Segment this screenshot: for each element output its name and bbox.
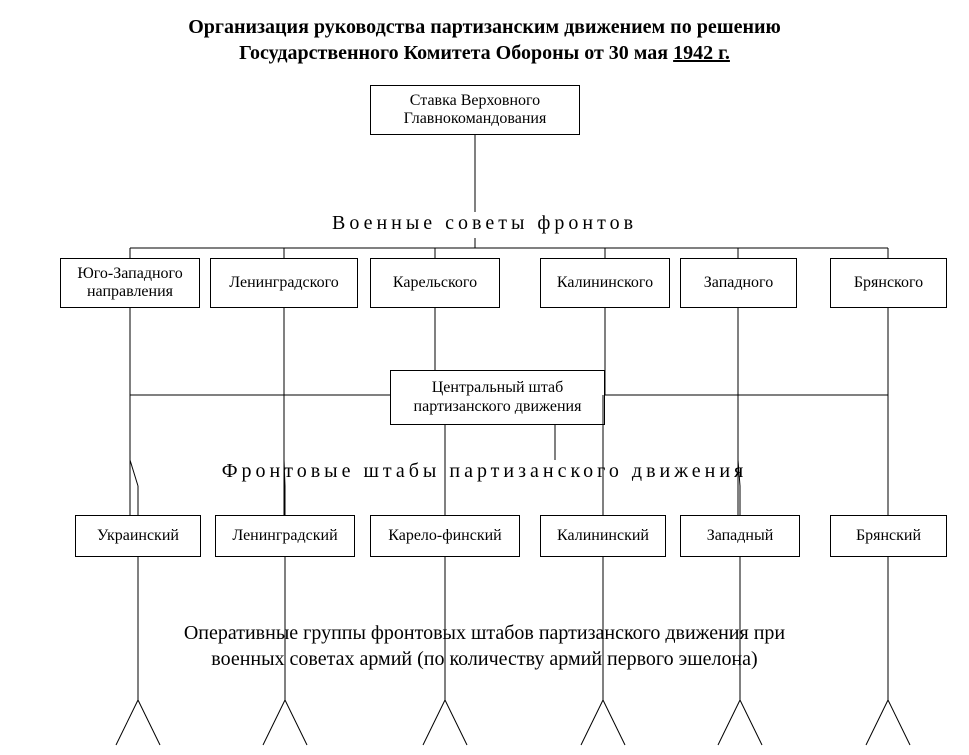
- diagram-canvas: Организация руководства партизанским дви…: [0, 0, 969, 755]
- node-front-sw: Юго-Западного направления: [60, 258, 200, 308]
- node-front-bryansk: Брянского: [830, 258, 947, 308]
- node-front-leningrad: Ленинградского: [210, 258, 358, 308]
- bottom-description: Оперативные группы фронтовых штабов парт…: [0, 620, 969, 672]
- heading-front-hq: Фронтовые штабы партизанского движения: [0, 460, 969, 483]
- node-central-hq-l1: Центральный штаб: [432, 379, 564, 396]
- node-supreme-hq-l2: Главнокомандования: [404, 110, 547, 127]
- heading-fronts: Военные советы фронтов: [0, 212, 969, 235]
- node-hq-karelo-finnish: Карело-финский: [370, 515, 520, 557]
- title-line1: Организация руководства партизанским дви…: [188, 16, 781, 38]
- node-supreme-hq-l1: Ставка Верховного: [410, 92, 540, 109]
- node-supreme-hq: Ставка Верховного Главнокомандования: [370, 85, 580, 135]
- node-hq-leningrad: Ленинградский: [215, 515, 355, 557]
- node-front-western: Западного: [680, 258, 797, 308]
- node-hq-kalinin: Калининский: [540, 515, 666, 557]
- node-hq-bryansk: Брянский: [830, 515, 947, 557]
- node-front-sw-l2: направления: [87, 283, 173, 300]
- title-line2-year: 1942 г.: [673, 42, 730, 64]
- node-hq-western: Западный: [680, 515, 800, 557]
- node-front-sw-l1: Юго-Западного: [77, 265, 182, 282]
- title-line2-prefix: Государственного Комитета Обороны от 30 …: [239, 42, 673, 64]
- bottom-line1: Оперативные группы фронтовых штабов парт…: [184, 622, 785, 644]
- node-hq-ukrainian: Украинский: [75, 515, 201, 557]
- node-front-karelian: Карельского: [370, 258, 500, 308]
- node-central-hq-l2: партизанского движения: [414, 398, 582, 415]
- node-front-kalinin: Калининского: [540, 258, 670, 308]
- diagram-title: Организация руководства партизанским дви…: [0, 14, 969, 66]
- node-central-hq: Центральный штаб партизанского движения: [390, 370, 605, 425]
- bottom-line2: военных советах армий (по количеству арм…: [211, 648, 757, 670]
